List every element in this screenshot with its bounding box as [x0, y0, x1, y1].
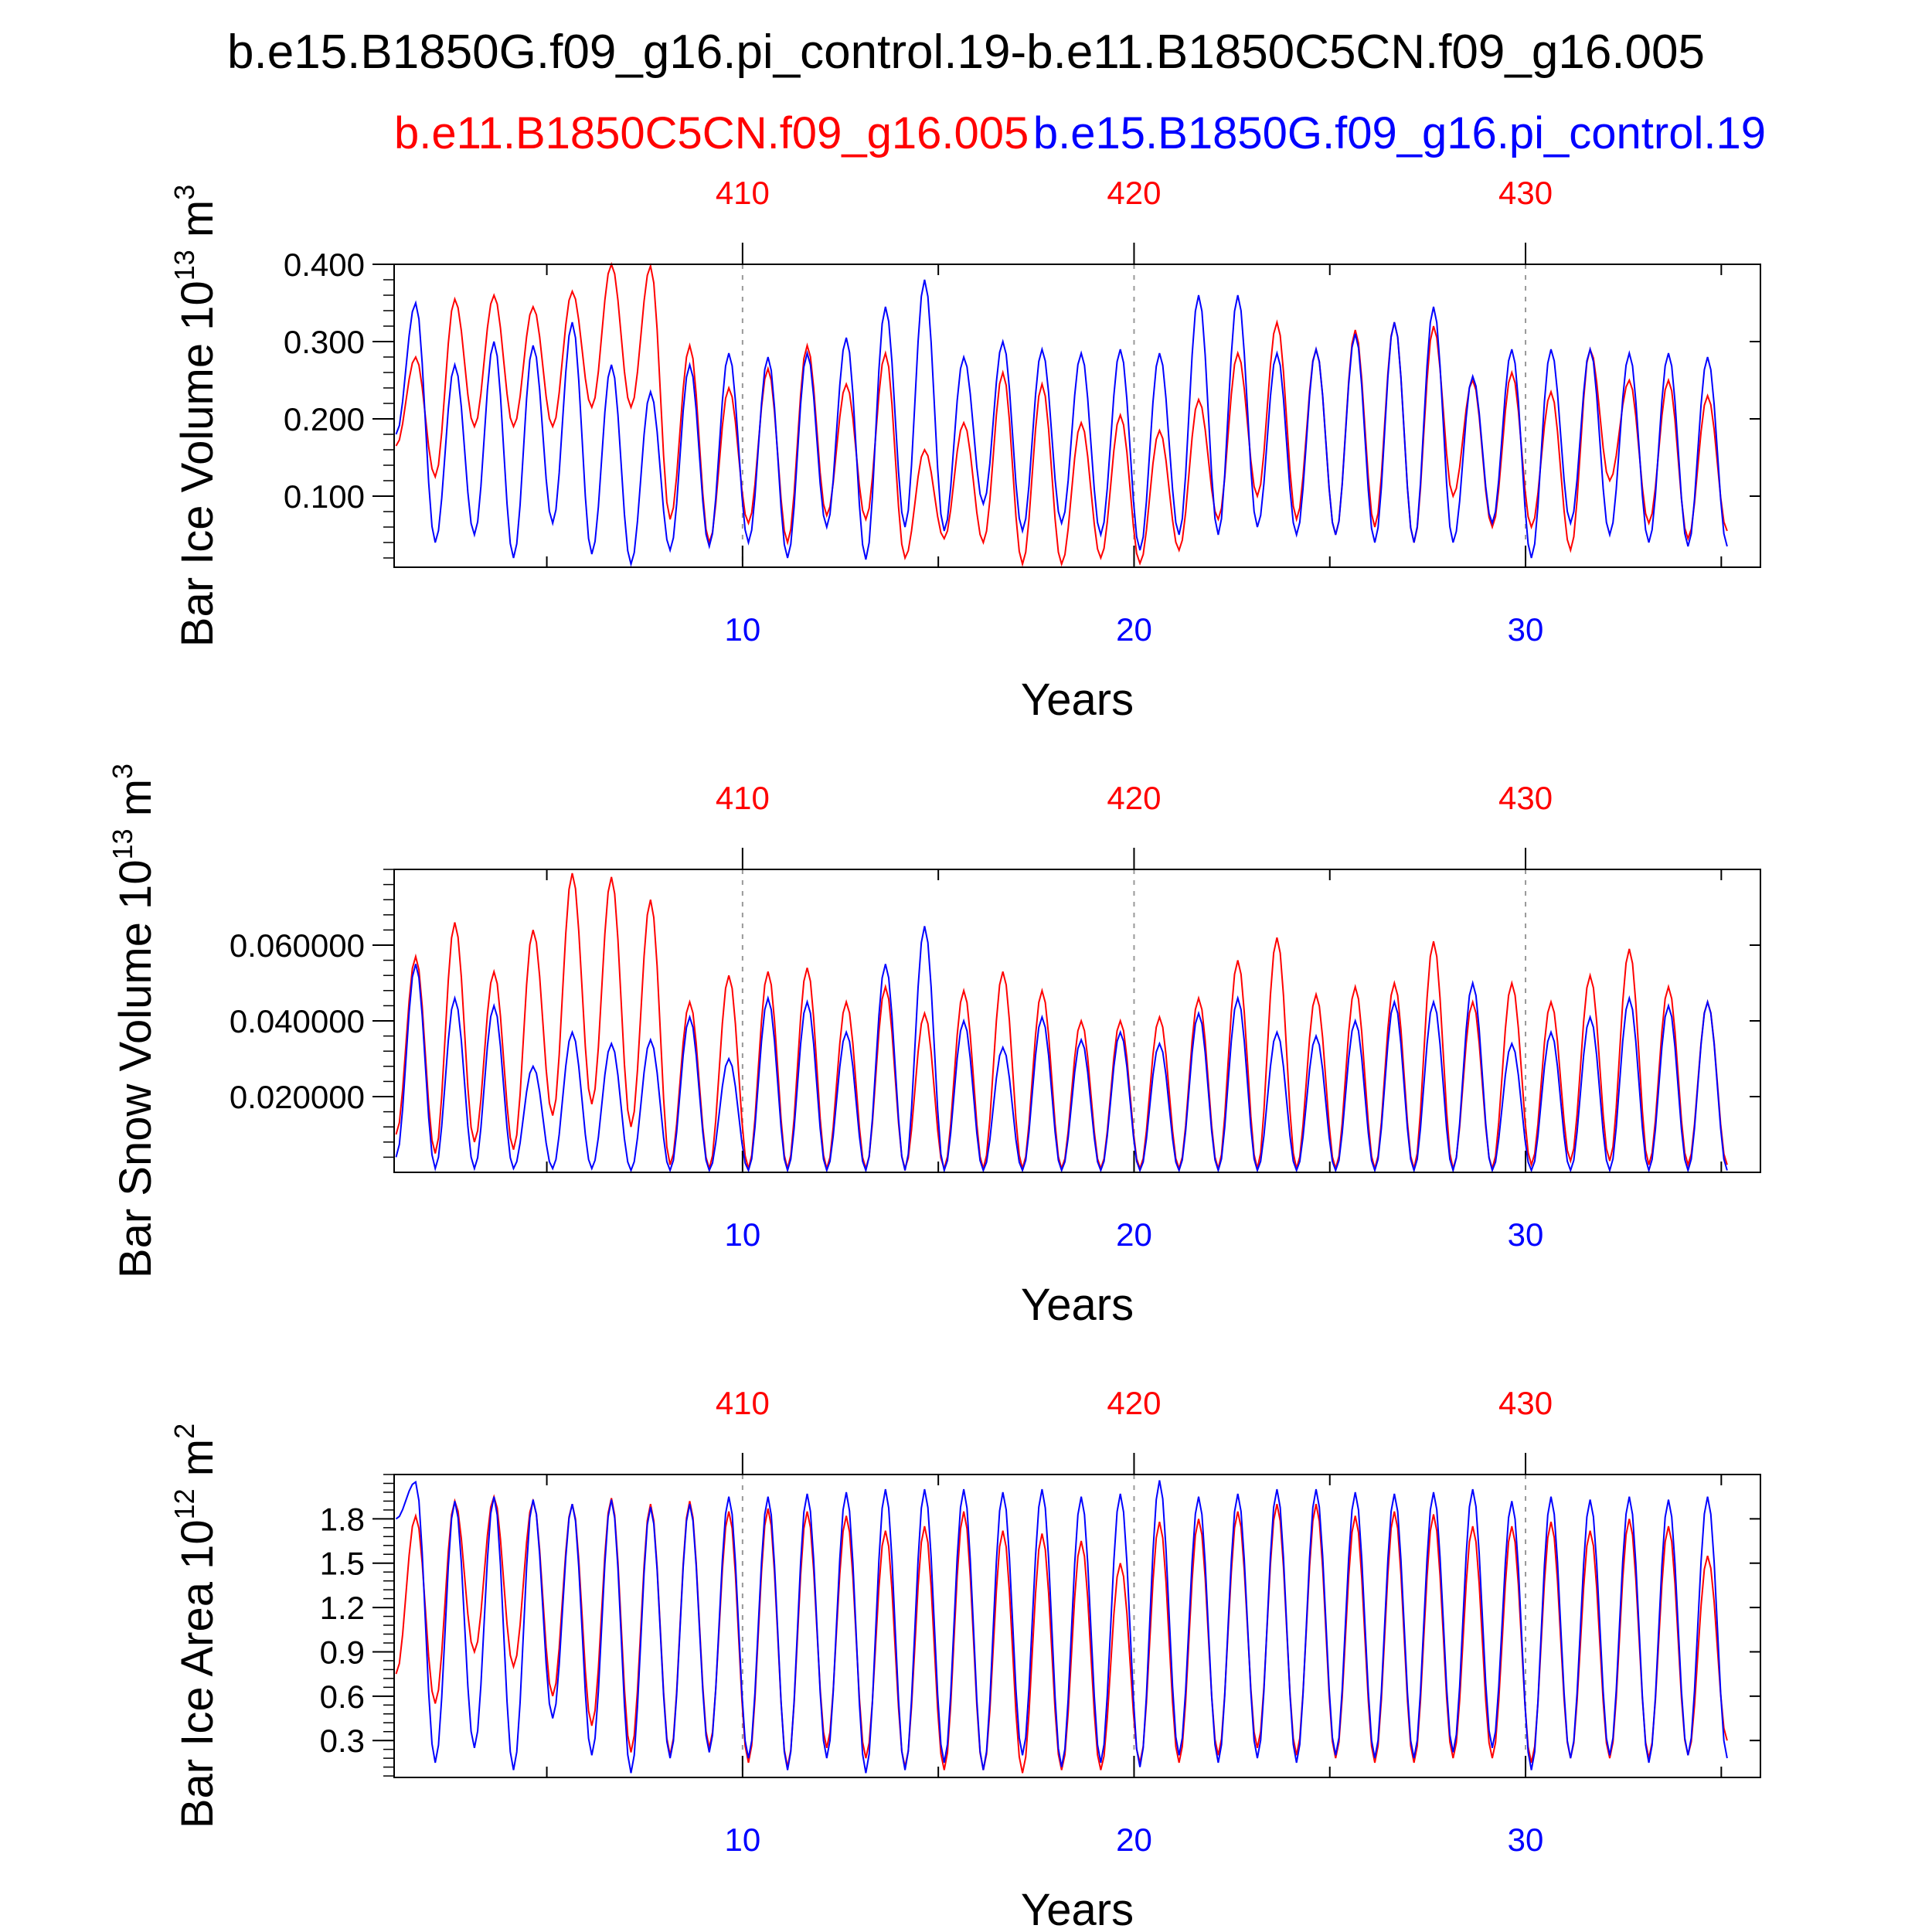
x-axis-title: Years	[1021, 1280, 1134, 1330]
x-tick-label: 20	[1116, 1821, 1152, 1858]
y-tick-label: 0.040000	[230, 1003, 365, 1039]
x-tick-label: 10	[725, 1821, 761, 1858]
y-tick-label: 0.6	[320, 1679, 365, 1715]
y-tick-label: 0.3	[320, 1723, 365, 1759]
y-axis-title-ylabel-main: Bar Snow Volume 10	[111, 859, 161, 1278]
x-tick-label: 20	[1116, 611, 1152, 648]
y-axis-title-ylabel-exp: 13	[168, 250, 200, 281]
plot-frame	[393, 1474, 1761, 1778]
y-axis-title-ylabel-unit: m	[111, 779, 161, 828]
y-tick-label: 1.5	[320, 1546, 365, 1582]
series-line-red	[395, 261, 1728, 567]
y-axis-title-ylabel-exp: 13	[107, 828, 138, 859]
y-tick-label: 0.020000	[230, 1079, 365, 1115]
x-tick-label: 30	[1508, 1821, 1544, 1858]
y-axis-title-ylabel-unit-exp: 2	[168, 1423, 200, 1439]
series-line-blue	[395, 926, 1728, 1174]
y-tick-label: 0.200	[284, 401, 365, 437]
y-axis-title-ylabel-unit-exp: 3	[168, 185, 200, 200]
x-tick-label: 10	[725, 611, 761, 648]
top-x-tick-label: 420	[1107, 175, 1161, 211]
y-axis-title-ylabel-unit-exp: 3	[107, 764, 138, 779]
top-x-tick-label: 430	[1498, 1385, 1553, 1421]
top-x-tick-label: 420	[1107, 1385, 1161, 1421]
y-axis-title: Bar Ice Area 1012 m2	[168, 1423, 223, 1828]
x-tick-label: 10	[725, 1216, 761, 1253]
x-tick-label: 30	[1508, 611, 1544, 648]
x-axis-title: Years	[1021, 675, 1134, 725]
chart-panel-3: 10 20 30 410 420 430 0.3 0.6 0.9 1.2 1.5 1.8 Years Ba…	[168, 1385, 1761, 1932]
y-tick-label: 0.060000	[230, 927, 365, 964]
series-line-blue	[395, 1480, 1728, 1774]
x-tick-label: 20	[1116, 1216, 1152, 1253]
x-axis-title: Years	[1021, 1885, 1134, 1932]
y-tick-label: 1.2	[320, 1590, 365, 1626]
top-x-tick-label: 420	[1107, 780, 1161, 816]
y-tick-label: 1.8	[320, 1501, 365, 1537]
top-x-tick-label: 410	[716, 780, 770, 816]
y-axis-title-ylabel-exp: 12	[168, 1488, 200, 1519]
y-tick-label: 0.9	[320, 1634, 365, 1670]
top-x-tick-label: 430	[1498, 175, 1553, 211]
top-x-tick-label: 410	[716, 175, 770, 211]
x-tick-label: 30	[1508, 1216, 1544, 1253]
y-axis-title-ylabel-unit: m	[172, 1439, 223, 1488]
y-axis-title-ylabel-unit: m	[172, 200, 223, 250]
y-axis-title: Bar Snow Volume 1013 m3	[107, 764, 161, 1278]
y-axis-title: Bar Ice Volume 1013 m3	[168, 185, 223, 647]
y-axis-title-ylabel-main: Bar Ice Area 10	[172, 1519, 223, 1828]
chart-panel-2: 10 20 30 410 420 430 0.020000 0.040000 0.060000 Y…	[107, 764, 1761, 1330]
chart-panel-1: 10 20 30 410 420 430 0.100 0.200 0.300 0.400 Years…	[168, 175, 1761, 725]
top-x-tick-label: 430	[1498, 780, 1553, 816]
plot-frame	[393, 264, 1761, 568]
case-label-blue: b.e15.B1850G.f09_g16.pi_control.19	[1033, 108, 1766, 158]
y-tick-label: 0.400	[284, 247, 365, 283]
series-line-red	[395, 872, 1728, 1172]
top-x-tick-label: 410	[716, 1385, 770, 1421]
y-tick-label: 0.300	[284, 324, 365, 360]
case-label-red: b.e11.B1850C5CN.f09_g16.005	[394, 108, 1029, 158]
y-axis-title-ylabel-main: Bar Ice Volume 10	[172, 281, 223, 647]
figure-title: b.e15.B1850G.f09_g16.pi_control.19-b.e11…	[227, 26, 1705, 79]
y-tick-label: 0.100	[284, 478, 365, 515]
series-line-blue	[395, 279, 1728, 567]
